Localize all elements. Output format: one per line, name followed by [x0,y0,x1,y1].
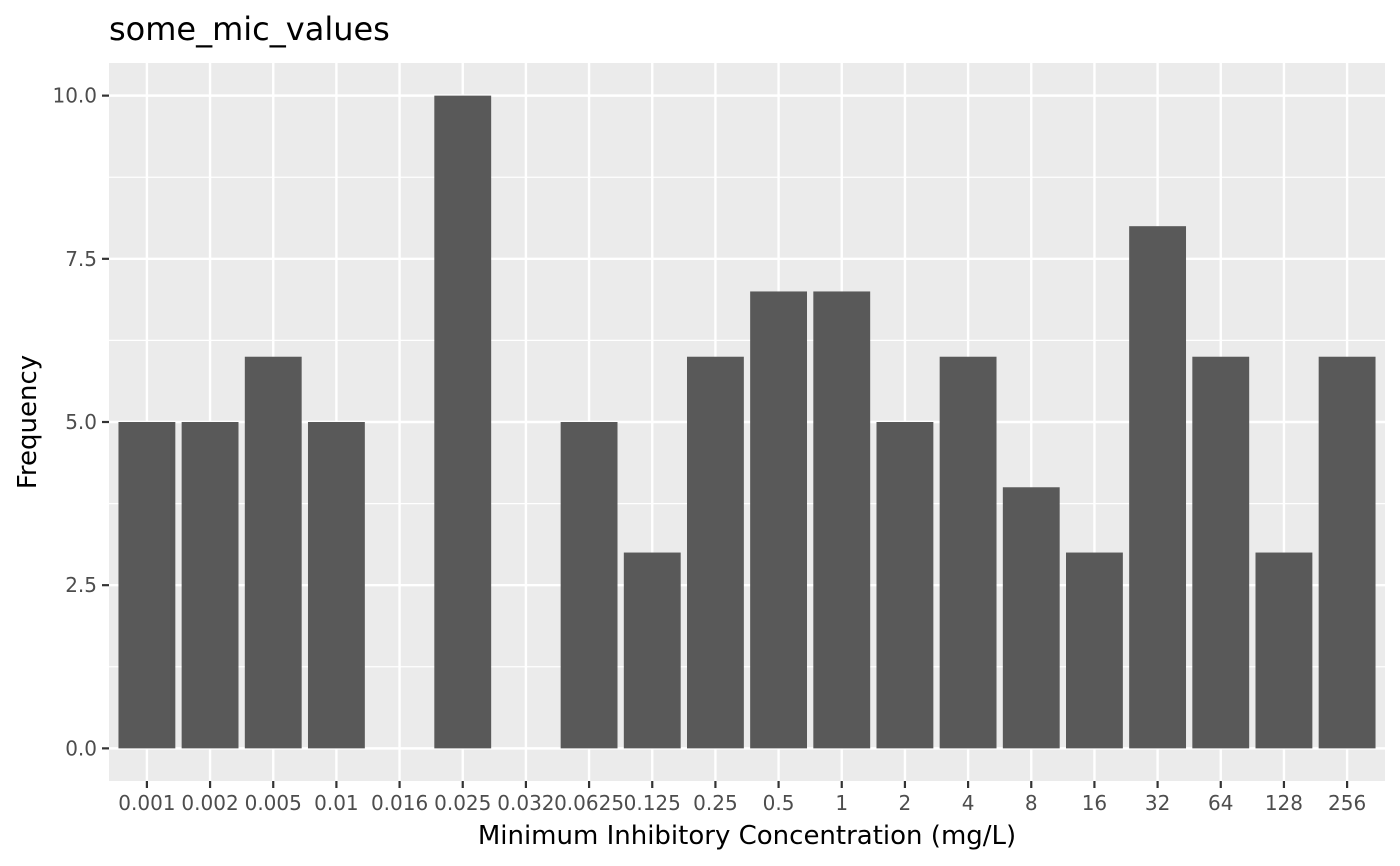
bar-1 [813,291,871,749]
bar-0.01 [307,422,365,749]
bar-0.25 [686,356,744,749]
bar-4 [939,356,997,749]
bar-0.0625 [560,422,618,749]
bar-0.005 [244,356,302,749]
x-tick-label: 0.025 [434,791,491,815]
y-tick-label: 7.5 [65,247,97,271]
x-tick-label: 0.005 [245,791,302,815]
x-axis-title: Minimum Inhibitory Concentration (mg/L) [478,821,1016,851]
bar-0.002 [181,422,239,749]
bar-128 [1255,552,1313,749]
x-axis: 0.001 0.002 0.005 0.01 0.016 0.025 0.032 0.0625… [118,781,1366,815]
bar-32 [1129,226,1187,749]
x-tick-label: 4 [962,791,975,815]
y-tick-label: 5.0 [65,410,97,434]
x-tick-label: 0.001 [118,791,175,815]
y-tick-label: 10.0 [52,84,97,108]
bar-0.125 [623,552,681,749]
x-tick-label: 0.032 [497,791,554,815]
x-tick-label: 256 [1328,791,1366,815]
x-tick-label: 0.016 [371,791,428,815]
x-tick-label: 0.0625 [554,791,624,815]
bar-0.5 [750,291,808,749]
x-tick-label: 2 [899,791,912,815]
bar-8 [1002,487,1060,749]
bar-64 [1192,356,1250,749]
x-tick-label: 32 [1145,791,1170,815]
x-tick-label: 0.5 [763,791,795,815]
x-tick-label: 128 [1265,791,1303,815]
y-axis: 0.0 2.5 5.0 7.5 10.0 [52,84,109,760]
bars [118,95,1376,749]
bar-0.025 [434,95,492,749]
x-tick-label: 0.01 [314,791,359,815]
y-tick-label: 0.0 [65,736,97,760]
x-tick-label: 0.002 [181,791,238,815]
x-tick-label: 1 [835,791,848,815]
y-tick-label: 2.5 [65,573,97,597]
x-tick-label: 0.25 [693,791,738,815]
x-tick-label: 8 [1025,791,1038,815]
x-tick-label: 64 [1208,791,1233,815]
chart-title: some_mic_values [109,10,390,48]
bar-0.001 [118,422,176,749]
bar-2 [876,422,934,749]
y-axis-title: Frequency [13,355,43,489]
bar-256 [1318,356,1376,749]
bar-16 [1066,552,1123,749]
x-tick-label: 0.125 [624,791,681,815]
x-tick-label: 16 [1082,791,1107,815]
